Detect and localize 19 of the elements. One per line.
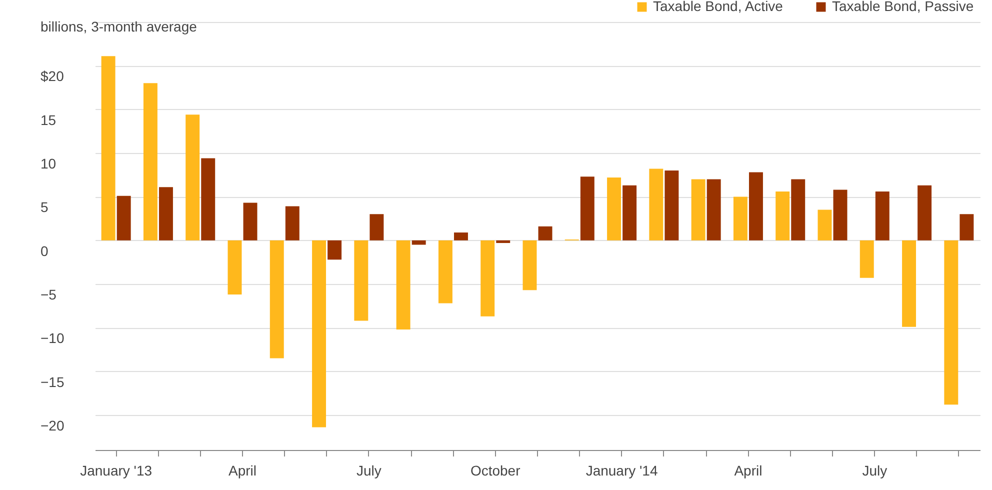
y-tick-label: 15 bbox=[40, 112, 56, 128]
y-tick-label: $20 bbox=[40, 68, 64, 84]
x-tick-label: October bbox=[470, 462, 521, 478]
x-tick-label: January '13 bbox=[80, 462, 152, 478]
y-tick-label: 0 bbox=[40, 242, 48, 259]
y-tick-label: 5 bbox=[40, 199, 48, 216]
x-tick-label: July bbox=[356, 462, 382, 478]
y-tick-label: −20 bbox=[40, 418, 64, 434]
x-tick-label: April bbox=[228, 462, 257, 478]
legend-label: Taxable Bond, Passive bbox=[832, 0, 974, 14]
y-tick-label: 10 bbox=[40, 156, 56, 172]
legend-label: Taxable Bond, Active bbox=[653, 0, 784, 14]
y-axis-title: billions, 3-month average bbox=[40, 18, 198, 34]
x-tick-label: January '14 bbox=[586, 462, 658, 478]
y-tick-label: −5 bbox=[40, 286, 57, 303]
y-tick-label: −15 bbox=[40, 374, 64, 390]
x-tick-label: July bbox=[862, 462, 888, 478]
y-tick-label: −10 bbox=[40, 330, 64, 346]
x-tick-label: April bbox=[734, 462, 762, 478]
